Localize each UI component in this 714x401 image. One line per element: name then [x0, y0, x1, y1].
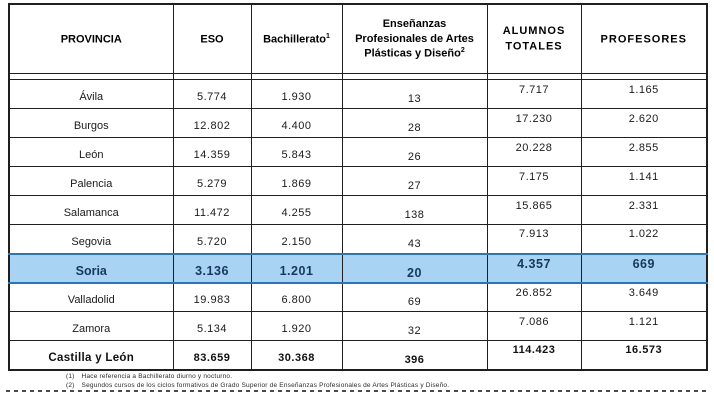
cell-bachillerato: 4.255: [250, 195, 343, 225]
table-row: Salamanca 11.472 4.255 138 15.865 2.331: [8, 195, 708, 225]
table-row: Burgos 12.802 4.400 28 17.230 2.620: [8, 108, 708, 138]
cell-provincia: Zamora: [8, 311, 174, 341]
cell-alumnos: 17.230: [486, 108, 582, 138]
cell-bachillerato: 6.800: [250, 282, 343, 312]
table-row-total-castilla-y-leon: Castilla y León 83.659 30.368 396 114.42…: [8, 340, 708, 370]
province-education-table: PROVINCIA ESO Bachillerato1 Enseñanzas P…: [8, 3, 708, 371]
footnote-text: Hace referencia a Bachillerato diurno y …: [81, 373, 233, 380]
cell-eso: 12.802: [172, 108, 252, 138]
cell-artes: 27: [341, 166, 488, 196]
footnote-marker: (2): [66, 382, 75, 389]
cell-alumnos: 114.423: [486, 340, 582, 370]
cell-bachillerato: 1.869: [250, 166, 343, 196]
cell-profesores: 3.649: [580, 282, 708, 312]
cell-eso: 11.472: [172, 195, 252, 225]
cell-profesores: 669: [580, 252, 708, 284]
cell-profesores: 2.855: [580, 137, 708, 167]
column-header-provincia: PROVINCIA: [8, 3, 174, 74]
cell-eso: 83.659: [172, 340, 252, 370]
column-header-bachillerato: Bachillerato1: [250, 3, 343, 74]
cell-eso: 5.134: [172, 311, 252, 341]
cell-alumnos: 7.086: [486, 311, 582, 341]
cell-profesores: 2.620: [580, 108, 708, 138]
cell-artes: 69: [341, 282, 488, 312]
column-header-artes: Enseñanzas Profesionales de Artes Plásti…: [341, 3, 488, 74]
table-row: León 14.359 5.843 26 20.228 2.855: [8, 137, 708, 167]
cell-eso: 19.983: [172, 282, 252, 312]
table-row: Ávila 5.774 1.930 13 7.717 1.165: [8, 79, 708, 109]
cell-profesores: 1.141: [580, 166, 708, 196]
cell-eso: 5.774: [172, 79, 252, 109]
cell-alumnos: 7.717: [486, 79, 582, 109]
cell-artes: 32: [341, 311, 488, 341]
cell-eso: 5.279: [172, 166, 252, 196]
cell-profesores: 2.331: [580, 195, 708, 225]
column-header-alumnos-totales: ALUMNOS TOTALES: [486, 3, 582, 74]
table-row: Palencia 5.279 1.869 27 7.175 1.141: [8, 166, 708, 196]
cell-artes: 138: [341, 195, 488, 225]
cell-provincia: Salamanca: [8, 195, 174, 225]
cell-alumnos: 7.913: [486, 224, 582, 254]
footnote-2: (2) Segundos cursos de los ciclos format…: [66, 382, 449, 389]
cell-alumnos: 20.228: [486, 137, 582, 167]
cell-artes: 20: [341, 252, 488, 284]
footnote-marker: (1): [66, 373, 75, 380]
cell-bachillerato: 1.201: [250, 252, 343, 284]
cell-artes: 13: [341, 79, 488, 109]
cell-alumnos: 4.357: [486, 252, 582, 284]
cell-provincia: Soria: [8, 252, 174, 284]
cell-profesores: 1.165: [580, 79, 708, 109]
cell-artes: 28: [341, 108, 488, 138]
cell-bachillerato: 30.368: [250, 340, 343, 370]
bottom-divider: [6, 390, 708, 392]
cell-bachillerato: 2.150: [250, 224, 343, 254]
cell-bachillerato: 5.843: [250, 137, 343, 167]
column-header-eso: ESO: [172, 3, 252, 74]
table-row-highlighted-soria: Soria 3.136 1.201 20 4.357 669: [8, 252, 708, 284]
cell-provincia: Castilla y León: [8, 340, 174, 370]
cell-eso: 5.720: [172, 224, 252, 254]
table-row: Segovia 5.720 2.150 43 7.913 1.022: [8, 224, 708, 254]
cell-bachillerato: 1.920: [250, 311, 343, 341]
column-header-profesores: PROFESORES: [580, 3, 708, 74]
cell-artes: 26: [341, 137, 488, 167]
cell-profesores: 1.121: [580, 311, 708, 341]
table-row: Valladolid 19.983 6.800 69 26.852 3.649: [8, 282, 708, 312]
cell-provincia: Palencia: [8, 166, 174, 196]
footnote-1: (1) Hace referencia a Bachillerato diurn…: [66, 373, 232, 380]
cell-artes: 43: [341, 224, 488, 254]
cell-eso: 3.136: [172, 252, 252, 284]
cell-alumnos: 26.852: [486, 282, 582, 312]
cell-alumnos: 7.175: [486, 166, 582, 196]
cell-eso: 14.359: [172, 137, 252, 167]
cell-alumnos: 15.865: [486, 195, 582, 225]
cell-provincia: Segovia: [8, 224, 174, 254]
table-row: Zamora 5.134 1.920 32 7.086 1.121: [8, 311, 708, 341]
cell-bachillerato: 4.400: [250, 108, 343, 138]
table-header-row: PROVINCIA ESO Bachillerato1 Enseñanzas P…: [8, 3, 708, 74]
cell-bachillerato: 1.930: [250, 79, 343, 109]
cell-provincia: León: [8, 137, 174, 167]
cell-provincia: Burgos: [8, 108, 174, 138]
cell-artes: 396: [341, 340, 488, 370]
cell-profesores: 16.573: [580, 340, 708, 370]
cell-profesores: 1.022: [580, 224, 708, 254]
cell-provincia: Ávila: [8, 79, 174, 109]
cell-provincia: Valladolid: [8, 282, 174, 312]
footnote-text: Segundos cursos de los ciclos formativos…: [81, 382, 450, 389]
